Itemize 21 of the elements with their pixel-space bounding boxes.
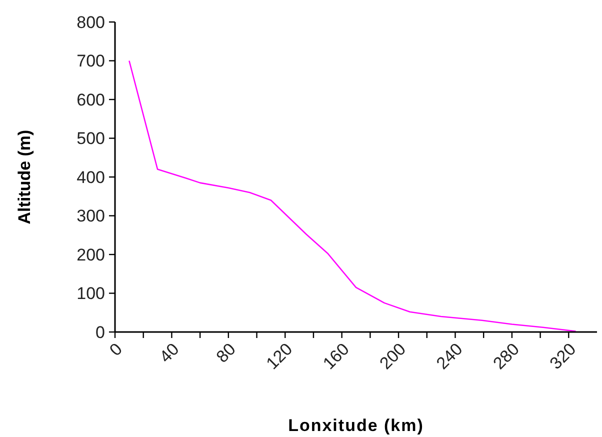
y-axis-title: Altitude (m) xyxy=(15,130,34,224)
y-tick-label: 700 xyxy=(76,52,105,71)
x-axis-title: Lonxitude (km) xyxy=(288,416,424,435)
y-tick-label: 300 xyxy=(76,206,105,226)
y-tick-label: 400 xyxy=(76,168,105,187)
x-tick-label: 80 xyxy=(212,340,240,366)
y-tick-label: 800 xyxy=(76,12,105,32)
x-tick-label: 320 xyxy=(546,340,580,374)
line-series xyxy=(128,60,576,332)
y-tick-label: 200 xyxy=(76,245,105,264)
y-tick-label: 0 xyxy=(96,322,105,342)
x-tick-label: 120 xyxy=(262,340,296,374)
y-tick-label: 500 xyxy=(76,129,105,148)
x-tick-label: 160 xyxy=(319,340,353,374)
y-tick-label: 100 xyxy=(76,284,105,304)
x-tick-label: 280 xyxy=(489,340,523,374)
x-tick-label: 240 xyxy=(432,340,466,374)
x-tick-label: 0 xyxy=(106,340,126,360)
x-tick-label: 200 xyxy=(376,340,410,374)
x-tick-label: 40 xyxy=(156,340,183,366)
y-tick-label: 600 xyxy=(76,90,105,110)
